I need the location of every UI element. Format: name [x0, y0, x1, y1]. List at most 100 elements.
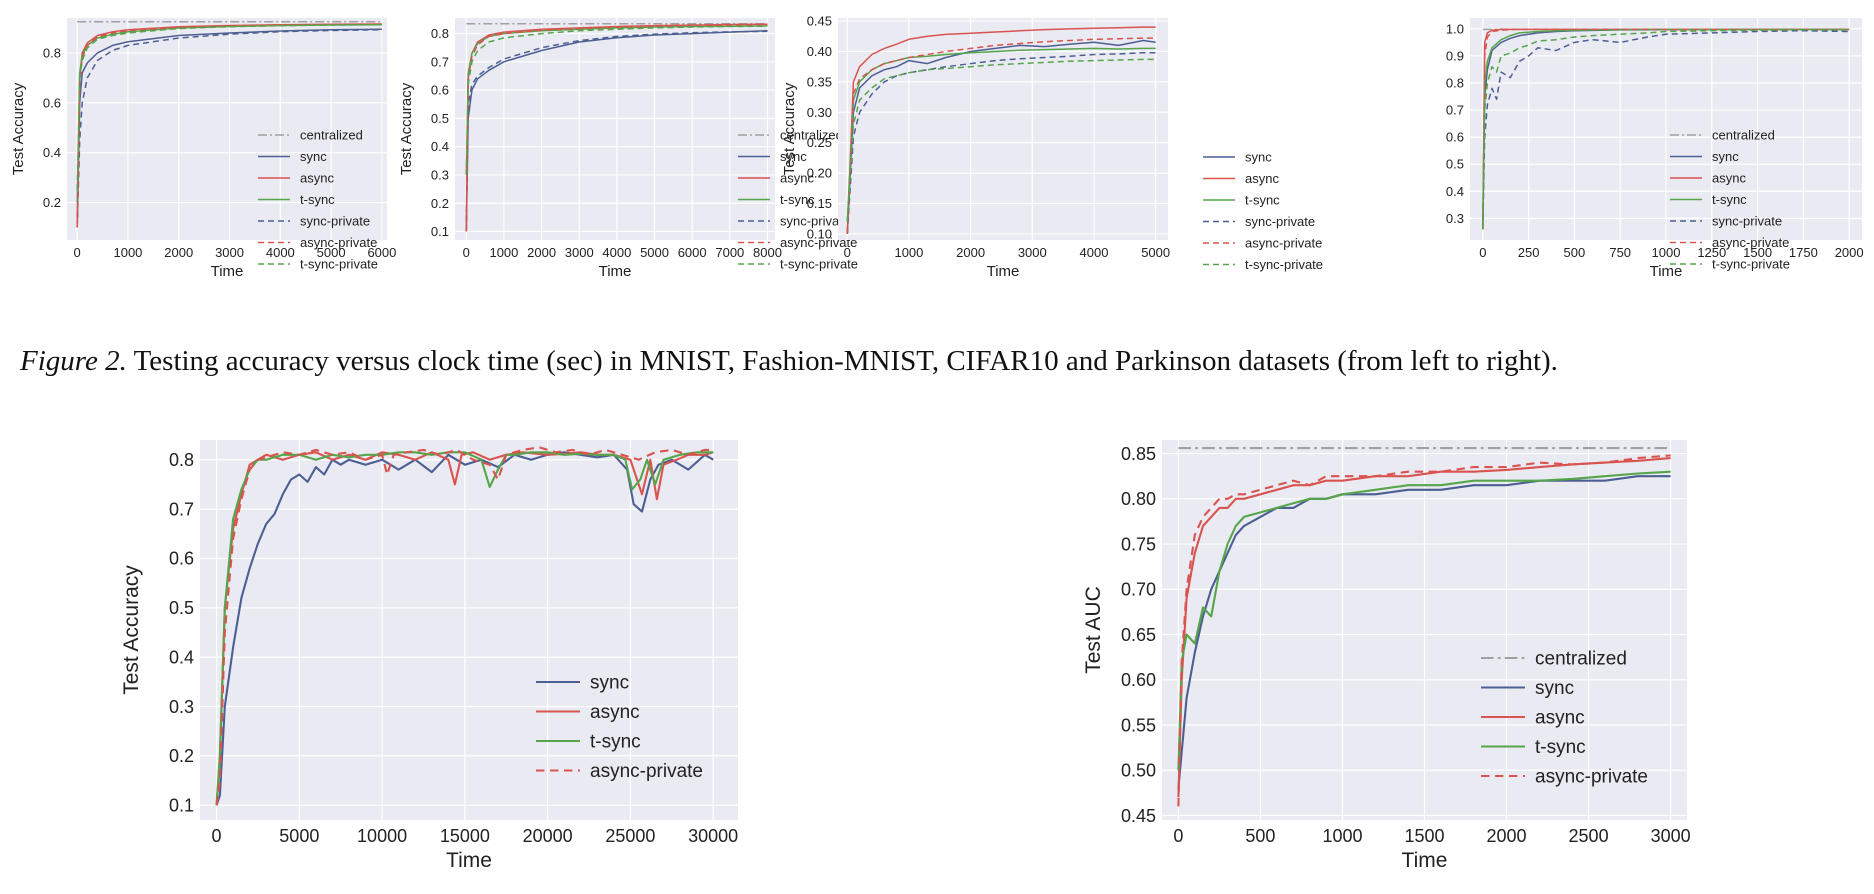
x-tick-label: 3000 [565, 245, 594, 260]
y-tick-label: 0.45 [807, 14, 832, 29]
legend-label-async-private: async-private [300, 235, 377, 250]
y-axis-label: Test Accuracy [398, 82, 415, 175]
x-tick-label: 0 [74, 245, 81, 260]
x-tick-label: 5000 [1141, 245, 1170, 260]
legend-label-sync: sync [300, 149, 327, 164]
y-tick-label: 0.15 [807, 196, 832, 211]
x-tick-label: 5000 [640, 245, 669, 260]
legend-label-sync: sync [1245, 150, 1272, 165]
x-tick-label: 500 [1245, 826, 1275, 846]
y-tick-label: 0.75 [1121, 534, 1156, 554]
legend: centralized sync async t-sync sync-private as… [1670, 128, 1790, 272]
chart-test-auc: 0 500 1000 1500 2000 2500 3000 0.45 0.50 0.55 0.60… [1082, 440, 1691, 872]
x-tick-label: 15000 [440, 826, 490, 846]
x-tick-label: 1500 [1743, 245, 1772, 260]
y-tick-label: 0.5 [169, 598, 194, 618]
x-tick-label: 1000 [1652, 245, 1681, 260]
legend-label-t-sync-private: t-sync-private [780, 257, 858, 272]
legend-label-t-sync: t-sync [780, 192, 815, 207]
y-axis-label: Test Accuracy [781, 82, 798, 175]
y-tick-label: 0.35 [807, 74, 832, 89]
y-axis-label: Test Accuracy [10, 82, 27, 175]
x-tick-label: 5000 [317, 245, 346, 260]
x-tick-label: 1000 [113, 245, 142, 260]
legend-label-t-sync: t-sync [590, 732, 641, 753]
y-tick-label: 0.3 [1446, 211, 1464, 226]
legend-label-async: async [1712, 171, 1746, 186]
legend: centralized sync async t-sync sync-private as… [738, 128, 858, 272]
legend-label-async: async [1245, 171, 1279, 186]
series-line-async-private [846, 37, 1156, 234]
series-line-t-sync [215, 451, 714, 806]
legend-label-t-sync: t-sync [300, 192, 335, 207]
plot-area [455, 18, 775, 240]
x-tick-label: 750 [1609, 245, 1631, 260]
x-tick-label: 1750 [1789, 245, 1818, 260]
y-tick-label: 0.8 [169, 450, 194, 470]
x-axis-label: Time [211, 263, 244, 280]
legend-label-async-private: async-private [1712, 235, 1789, 250]
legend-label-centralized: centralized [780, 128, 843, 143]
series-group [846, 26, 1156, 234]
chart-parkinson: 0 250 500 750 1000 1250 1500 1750 2000 0.3 0.4 0.5 0… [1446, 18, 1864, 280]
x-tick-label: 4000 [1080, 245, 1109, 260]
y-tick-label: 0.80 [1121, 489, 1156, 509]
x-tick-label: 10000 [357, 826, 407, 846]
legend-label-t-sync-private: t-sync-private [1712, 257, 1790, 272]
x-axis-label: Time [599, 263, 632, 280]
x-tick-label: 25000 [605, 826, 655, 846]
x-tick-label: 4000 [602, 245, 631, 260]
x-tick-label: 3000 [1651, 826, 1691, 846]
y-tick-label: 0.30 [807, 105, 832, 120]
x-tick-label: 2500 [1569, 826, 1609, 846]
x-tick-label: 2000 [1835, 245, 1864, 260]
legend-label-t-sync-private: t-sync-private [300, 257, 378, 272]
series-line-async-private [1482, 28, 1850, 230]
y-tick-label: 0.4 [43, 145, 61, 160]
x-tick-label: 0 [844, 245, 851, 260]
series-line-async-private [76, 23, 382, 228]
x-tick-label: 7000 [715, 245, 744, 260]
y-tick-label: 0.9 [1446, 48, 1464, 63]
y-tick-label: 0.6 [43, 95, 61, 110]
legend-label-async: async [1535, 708, 1585, 729]
series-group [1177, 447, 1671, 807]
series-line-sync [465, 29, 768, 232]
x-axis-label: Time [446, 849, 492, 872]
x-tick-label: 1000 [894, 245, 923, 260]
legend-label-sync-private: sync-private [780, 214, 850, 229]
legend-label-async-private: async-private [1535, 767, 1648, 788]
y-tick-label: 0.1 [431, 224, 449, 239]
x-tick-label: 2000 [956, 245, 985, 260]
x-tick-label: 1500 [1404, 826, 1444, 846]
y-tick-label: 0.4 [169, 647, 194, 667]
legend-label-sync: sync [1535, 678, 1574, 699]
legend-label-centralized: centralized [300, 128, 363, 143]
y-tick-label: 0.6 [1446, 130, 1464, 145]
y-tick-label: 0.7 [1446, 103, 1464, 118]
series-line-sync [76, 28, 382, 228]
x-tick-label: 500 [1564, 245, 1586, 260]
y-axis-label: Test AUC [1082, 586, 1105, 674]
legend: centralized sync async t-sync sync-private as… [258, 128, 378, 272]
legend-label-t-sync: t-sync [1535, 737, 1586, 758]
y-tick-label: 0.5 [431, 111, 449, 126]
y-tick-label: 0.5 [1446, 157, 1464, 172]
x-tick-label: 3000 [1018, 245, 1047, 260]
y-tick-label: 0.6 [169, 549, 194, 569]
series-line-t-sync-private [465, 25, 768, 176]
legend: sync async t-sync sync-private async-private… [1203, 150, 1323, 272]
legend-label-sync-private: sync-private [1712, 214, 1782, 229]
x-axis-label: Time [1402, 849, 1448, 872]
y-tick-label: 0.65 [1121, 625, 1156, 645]
series-line-async-private [215, 446, 714, 806]
legend-label-sync: sync [1712, 149, 1739, 164]
chart-fashion-mnist: 0 1000 2000 3000 4000 5000 6000 7000 80000.10.20… [398, 18, 858, 280]
x-tick-label: 30000 [688, 826, 738, 846]
y-tick-label: 0.4 [1446, 184, 1464, 199]
top-figure-row: 0 1000 2000 3000 4000 5000 60000.20.40.60.8Tim… [10, 14, 1864, 280]
series-line-t-sync [76, 23, 382, 203]
series-line-async [1177, 457, 1671, 798]
y-tick-label: 0.85 [1121, 444, 1156, 464]
series-line-t-sync [1177, 470, 1671, 771]
